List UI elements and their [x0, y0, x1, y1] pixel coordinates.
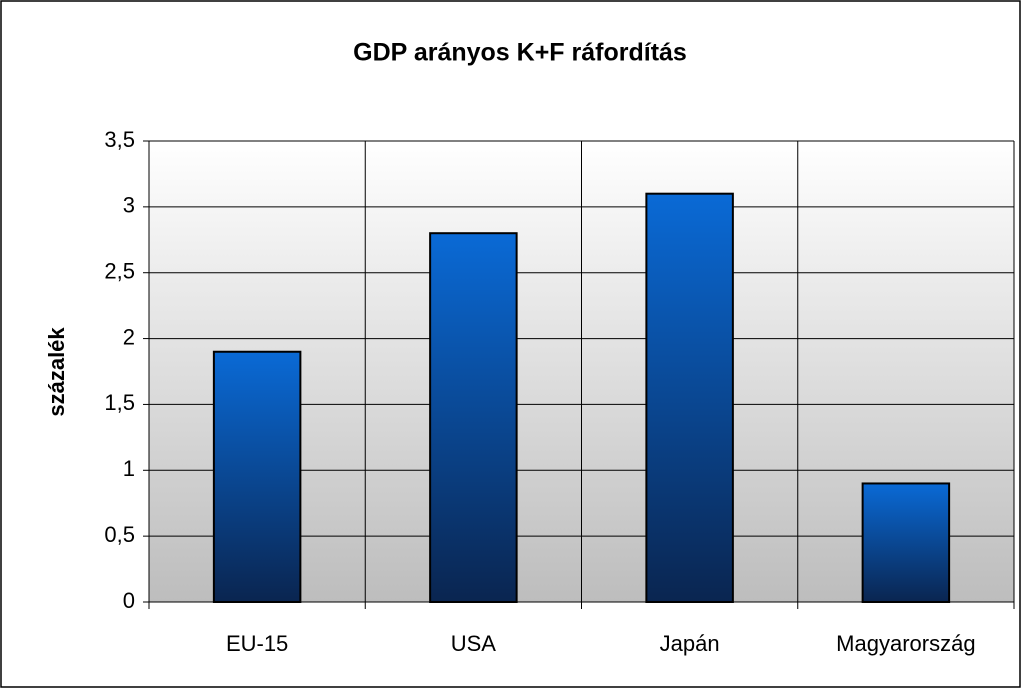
bar — [861, 482, 951, 604]
y-tick-label: 1 — [123, 456, 135, 481]
chart-title: GDP arányos K+F ráfordítás — [353, 39, 687, 67]
y-tick-label: 2 — [123, 324, 135, 349]
x-tick-label: EU-15 — [226, 631, 288, 656]
y-tick-label: 3,5 — [104, 127, 135, 152]
x-tick-label: Magyarország — [836, 631, 975, 656]
y-tick-label: 2,5 — [104, 259, 135, 284]
y-axis-label: százalék — [44, 327, 69, 417]
bar — [429, 232, 518, 603]
y-tick-label: 3 — [123, 193, 135, 218]
x-tick-label: Japán — [660, 631, 720, 656]
bar — [212, 350, 302, 603]
bar — [645, 192, 734, 604]
y-tick-label: 0 — [123, 588, 135, 613]
y-tick-label: 0,5 — [104, 522, 135, 547]
x-tick-label: USA — [451, 631, 497, 656]
y-tick-label: 1,5 — [104, 390, 135, 415]
